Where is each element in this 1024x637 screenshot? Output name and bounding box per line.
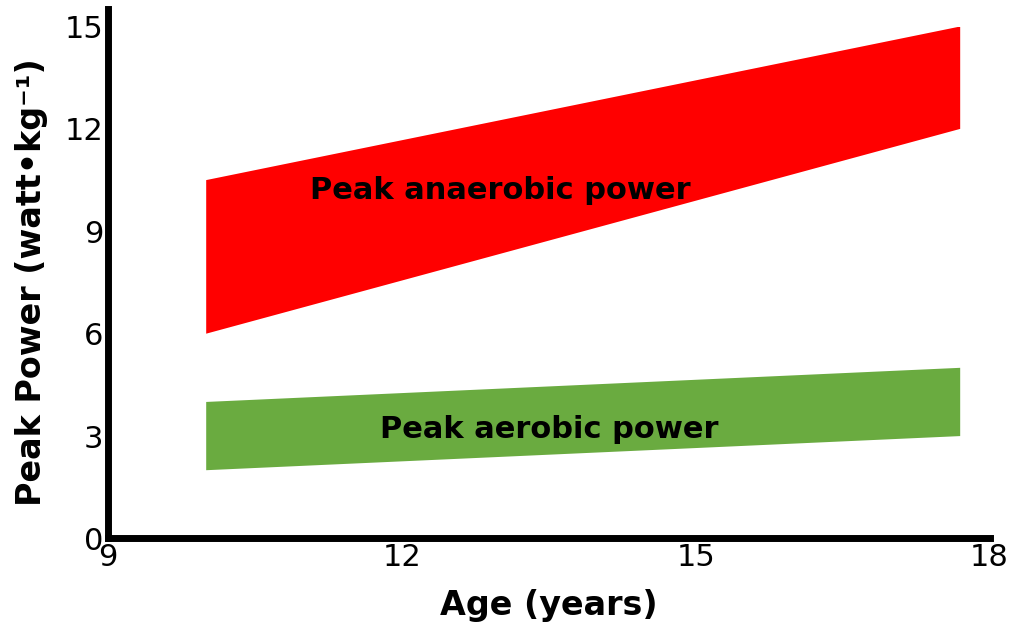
Y-axis label: Peak Power (watt•kg⁻¹): Peak Power (watt•kg⁻¹) [15, 59, 48, 506]
X-axis label: Age (years): Age (years) [440, 589, 657, 622]
Polygon shape [206, 27, 961, 334]
Text: Peak anaerobic power: Peak anaerobic power [309, 176, 690, 205]
Polygon shape [206, 368, 961, 470]
Text: Peak aerobic power: Peak aerobic power [380, 415, 718, 444]
